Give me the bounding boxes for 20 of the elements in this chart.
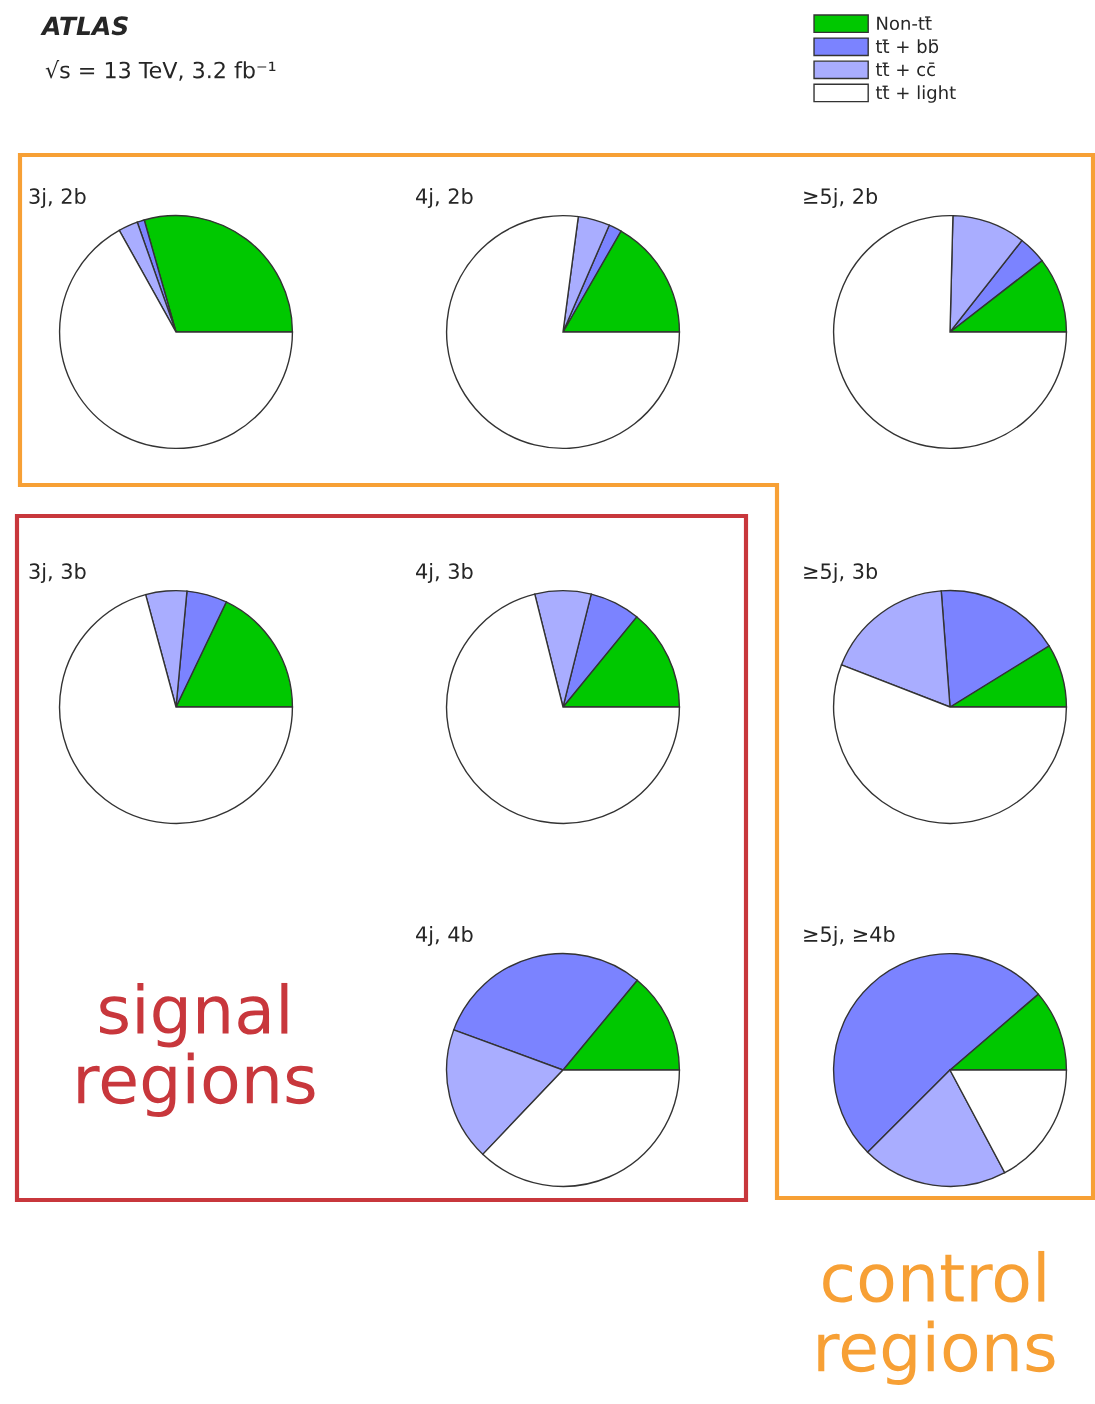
chart-title: ≥5j, 3b <box>804 562 878 584</box>
pie-slice <box>445 214 681 450</box>
chart-title: 4j, 2b <box>416 187 473 209</box>
legend-label: tt̄ + cc̄ <box>875 62 935 77</box>
legend-label: tt̄ + light <box>875 85 956 103</box>
chart-title: 4j, 4b <box>416 925 473 947</box>
pie-slice <box>832 214 1068 450</box>
text: signal regions <box>78 982 315 1118</box>
text: √s = 13 TeV, 3.2 fb⁻¹ <box>45 60 276 81</box>
text: 3j, 2b <box>29 187 86 209</box>
text: control regions <box>818 1250 1055 1386</box>
text: ATLAS <box>40 16 128 36</box>
pie-slice <box>445 593 681 825</box>
chart-title: ≥5j, 2b <box>804 187 878 209</box>
chart-title: 4j, 3b <box>416 562 473 584</box>
chart-title: 3j, 3b <box>29 562 86 584</box>
legend-label: tt̄ + bb̄ <box>875 39 939 54</box>
pie-slice <box>58 593 294 825</box>
chart-title: ≥5j, ≥4b <box>804 925 895 947</box>
legend-label: Non-tt̄ <box>877 16 932 31</box>
